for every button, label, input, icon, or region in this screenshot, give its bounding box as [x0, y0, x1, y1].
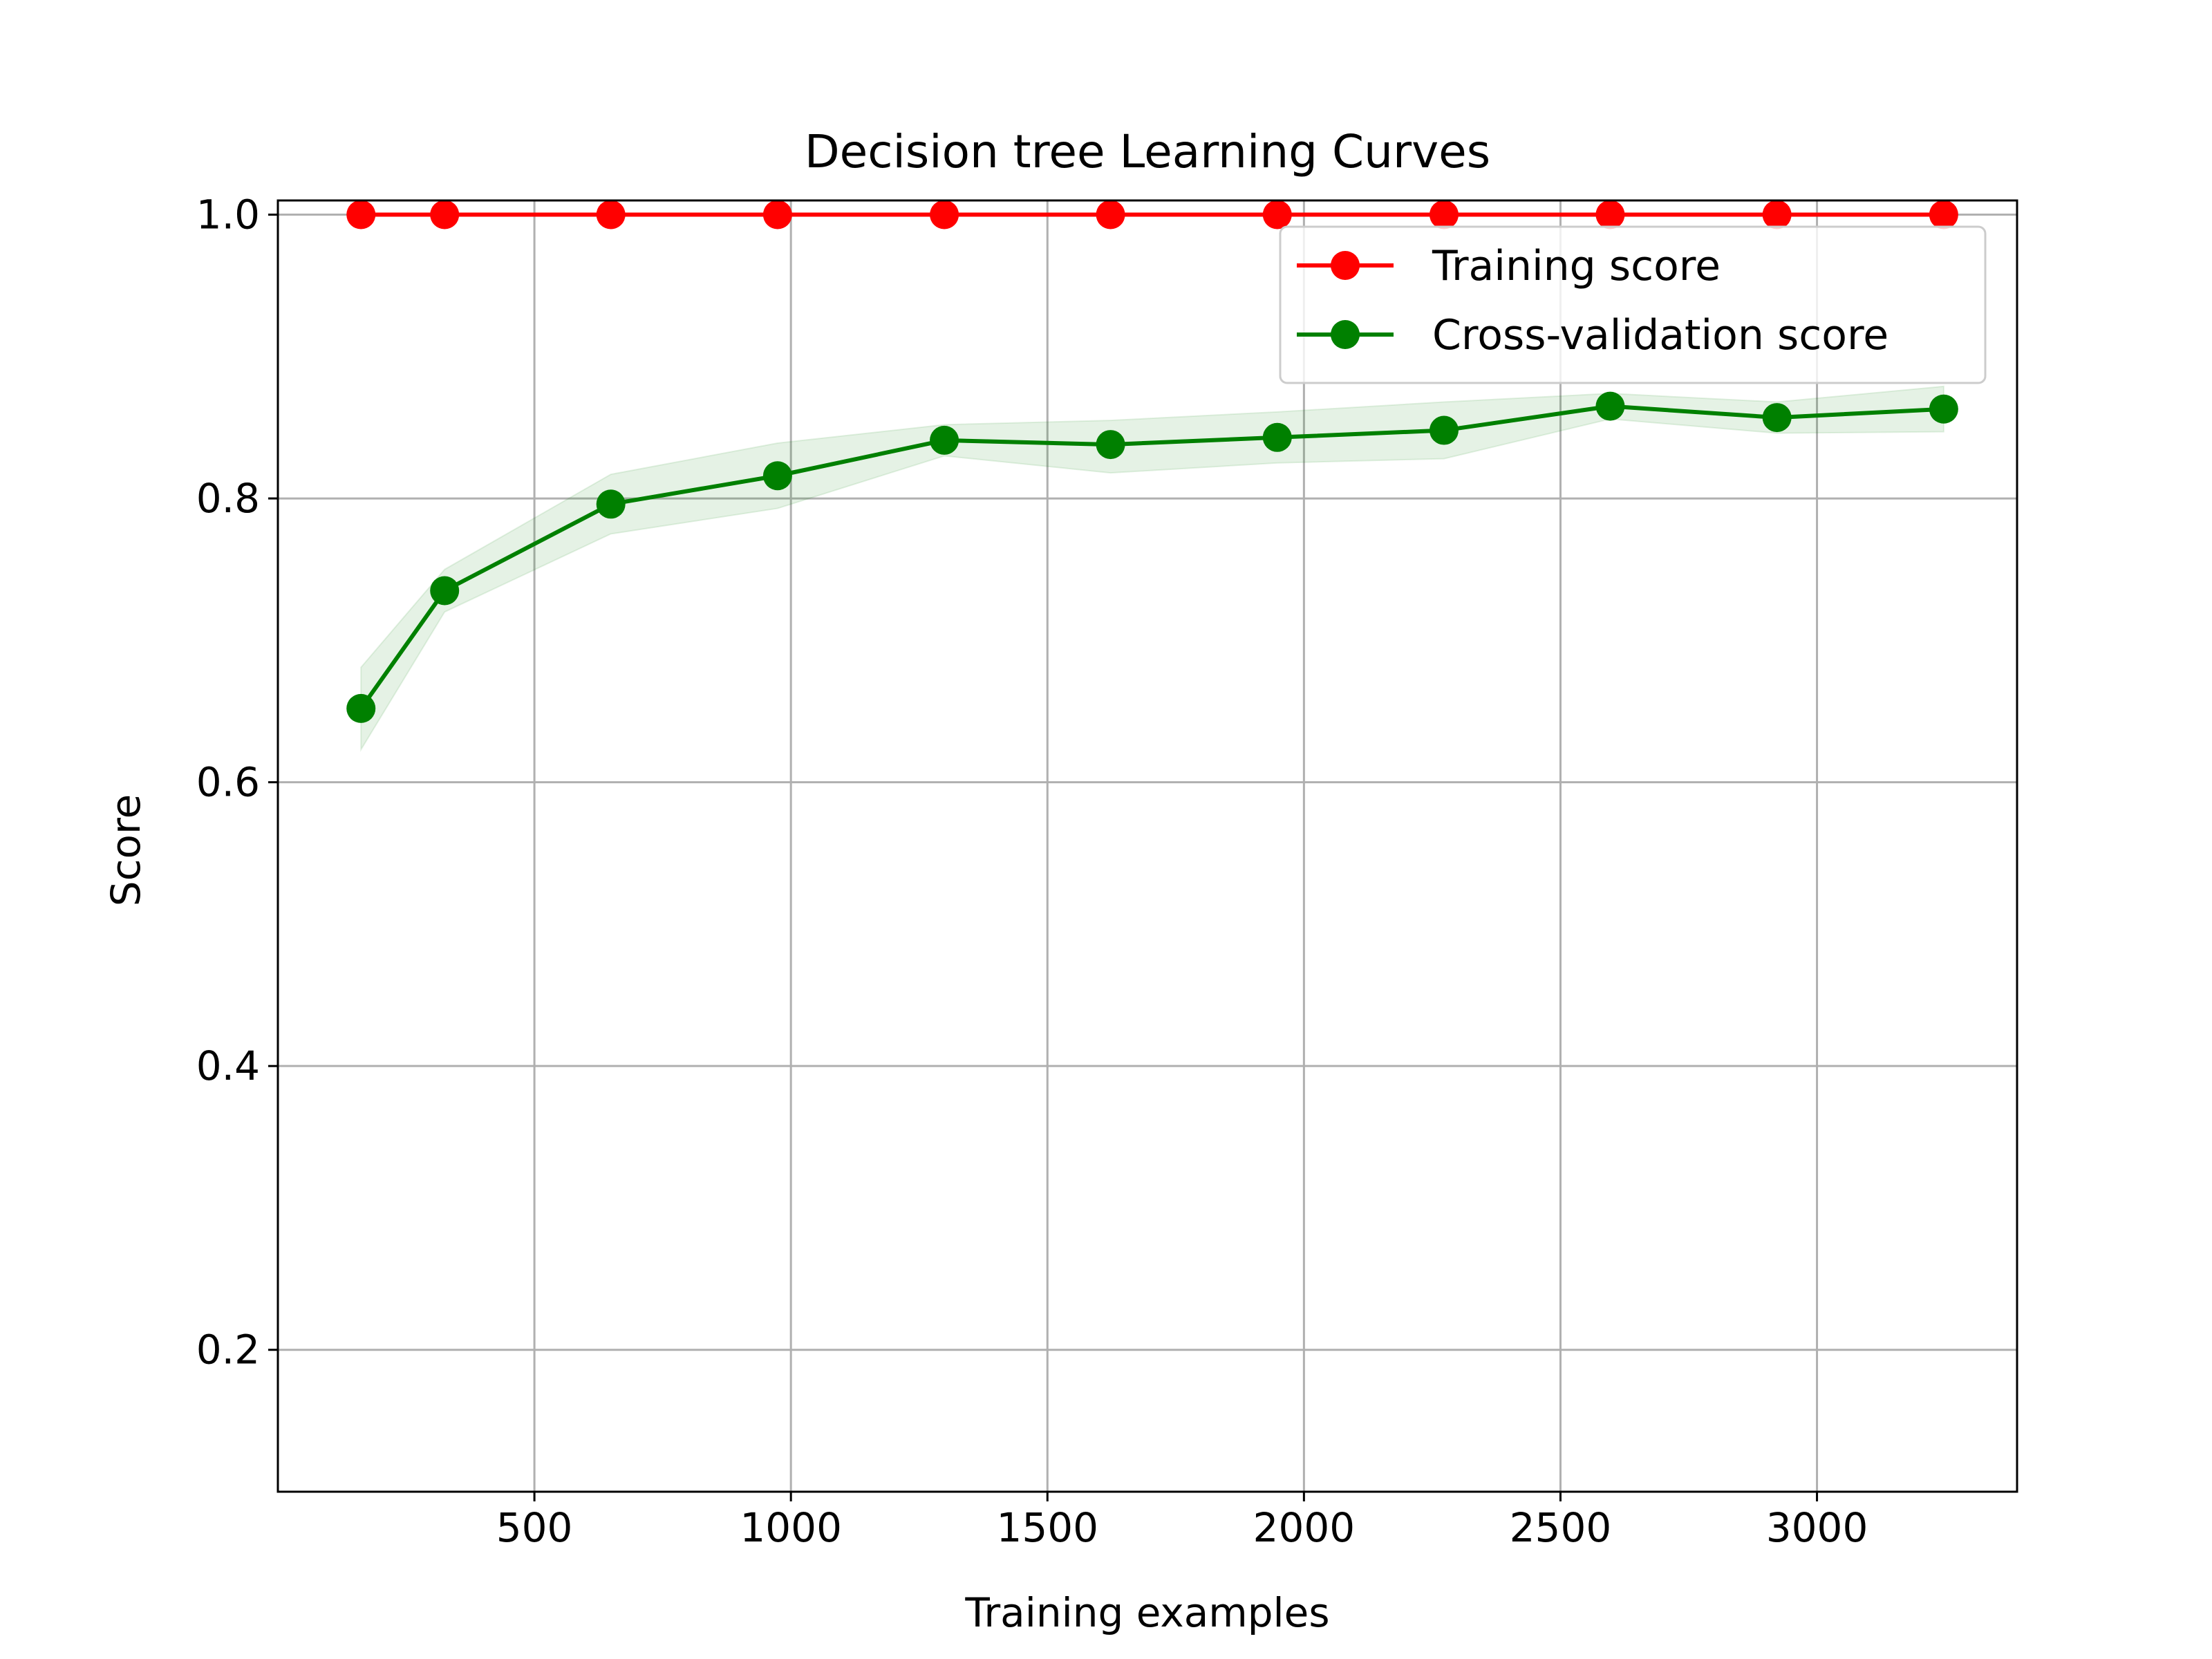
y-tick-label: 1.0 — [196, 191, 260, 238]
x-tick-label: 500 — [496, 1504, 573, 1551]
point-series-0 — [596, 200, 626, 229]
point-series-0 — [430, 200, 460, 229]
point-series-0 — [1262, 200, 1292, 229]
x-axis-label: Training examples — [964, 1589, 1329, 1636]
point-series-1 — [1929, 394, 1958, 424]
x-tick-label: 3000 — [1766, 1504, 1868, 1551]
point-series-1 — [346, 693, 376, 723]
point-series-1 — [762, 461, 792, 491]
series-lines — [346, 200, 1958, 723]
legend: Training score Cross-validation score — [1279, 225, 1987, 384]
point-series-1 — [930, 425, 959, 455]
y-tick-label: 0.4 — [196, 1042, 260, 1089]
legend-label: Training score — [1432, 242, 1721, 290]
x-tick-label: 2000 — [1253, 1504, 1356, 1551]
point-series-1 — [1595, 391, 1625, 421]
band-series-1 — [360, 385, 1944, 752]
y-tick-label: 0.2 — [196, 1327, 260, 1374]
x-tick-label: 2500 — [1510, 1504, 1612, 1551]
point-series-0 — [346, 200, 376, 229]
point-series-1 — [1762, 403, 1792, 433]
point-series-1 — [1262, 422, 1292, 452]
y-tick-label: 0.8 — [196, 475, 260, 522]
axis-ticks: 500 1000 1500 2000 2500 3000 0.2 0.4 0.6 0.8 1.0 — [196, 191, 1868, 1551]
y-axis-label: Score — [102, 794, 149, 906]
point-series-0 — [762, 200, 792, 229]
point-series-0 — [1429, 200, 1459, 229]
x-tick-label: 1000 — [740, 1504, 842, 1551]
x-tick-label: 1500 — [996, 1504, 1098, 1551]
point-series-1 — [1096, 430, 1125, 460]
y-tick-label: 0.6 — [196, 759, 260, 806]
point-series-0 — [1762, 200, 1792, 229]
point-series-0 — [930, 200, 959, 229]
point-series-1 — [1429, 415, 1459, 445]
point-series-0 — [1096, 200, 1125, 229]
legend-box — [1279, 225, 1987, 384]
legend-marker — [1331, 320, 1360, 349]
point-series-0 — [1595, 200, 1625, 229]
plot-frame — [276, 199, 2018, 1493]
chart-title: Decision tree Learning Curves — [805, 125, 1490, 178]
point-series-1 — [596, 489, 626, 519]
point-series-1 — [430, 576, 460, 606]
legend-label: Cross-validation score — [1432, 311, 1888, 359]
point-series-0 — [1929, 200, 1958, 229]
legend-marker — [1331, 251, 1360, 280]
